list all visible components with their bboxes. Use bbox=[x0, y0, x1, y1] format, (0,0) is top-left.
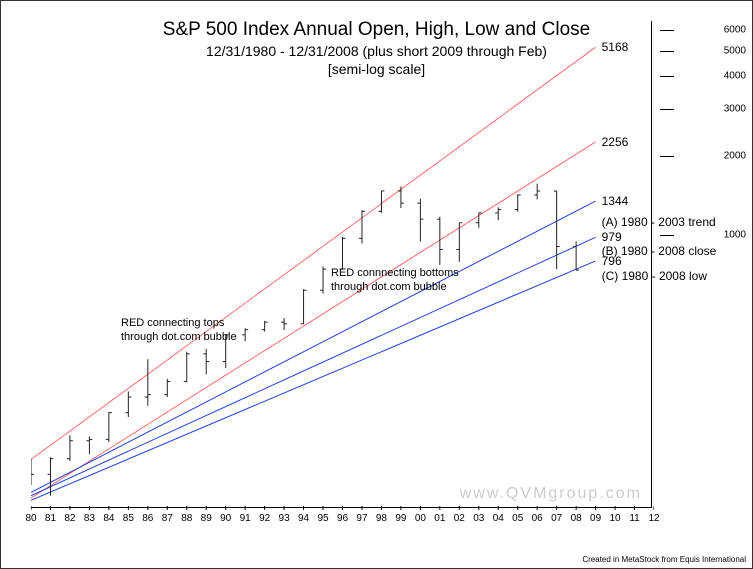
x-tick-label: 81 bbox=[45, 513, 56, 524]
plot-area bbox=[31, 21, 652, 508]
x-tick-label: 96 bbox=[337, 513, 348, 524]
credit-line: Created in MetaStock from Equis Internat… bbox=[582, 555, 746, 564]
x-tick-label: 04 bbox=[493, 513, 504, 524]
x-tick-label: 10 bbox=[610, 513, 621, 524]
x-tick-label: 01 bbox=[434, 513, 445, 524]
y-tick-mark bbox=[660, 235, 674, 236]
y-tick-mark bbox=[660, 76, 674, 77]
x-tick-label: 98 bbox=[376, 513, 387, 524]
annotation: RED connnecting bottomsthrough dot.com b… bbox=[331, 266, 459, 295]
x-tick-label: 09 bbox=[590, 513, 601, 524]
x-tick-label: 86 bbox=[142, 513, 153, 524]
x-tick-label: 93 bbox=[279, 513, 290, 524]
trend-end-label: 796 bbox=[602, 254, 622, 268]
x-tick-label: 92 bbox=[259, 513, 270, 524]
x-tick-label: 95 bbox=[317, 513, 328, 524]
x-tick-label: 99 bbox=[395, 513, 406, 524]
trend-end-label: 1344 bbox=[602, 194, 629, 208]
trend-end-label: (C) 1980 - 2008 low bbox=[602, 269, 707, 283]
x-tick-label: 83 bbox=[84, 513, 95, 524]
x-tick-label: 06 bbox=[532, 513, 543, 524]
x-tick-label: 05 bbox=[512, 513, 523, 524]
trend-end-label: 5168 bbox=[602, 40, 629, 54]
x-tick-label: 80 bbox=[25, 513, 36, 524]
x-tick-label: 02 bbox=[454, 513, 465, 524]
x-tick-label: 11 bbox=[629, 513, 639, 524]
y-tick-label: 2000 bbox=[724, 150, 746, 161]
x-tick-label: 90 bbox=[220, 513, 231, 524]
y-tick-mark bbox=[660, 156, 674, 157]
x-tick-label: 07 bbox=[551, 513, 562, 524]
x-tick-label: 94 bbox=[298, 513, 309, 524]
x-tick-label: 08 bbox=[571, 513, 582, 524]
trend-end-label: 2256 bbox=[602, 135, 629, 149]
x-tick-label: 00 bbox=[415, 513, 426, 524]
y-tick-label: 5000 bbox=[724, 45, 746, 56]
x-tick-label: 97 bbox=[356, 513, 367, 524]
y-tick-label: 1000 bbox=[724, 229, 746, 240]
x-tick-label: 12 bbox=[648, 513, 659, 524]
x-tick-label: 91 bbox=[240, 513, 251, 524]
x-tick-label: 03 bbox=[473, 513, 484, 524]
y-tick-mark bbox=[660, 109, 674, 110]
x-tick-label: 89 bbox=[201, 513, 212, 524]
x-tick-label: 82 bbox=[64, 513, 75, 524]
trend-end-label: 979 bbox=[602, 230, 622, 244]
x-tick-label: 84 bbox=[103, 513, 114, 524]
x-tick-label: 85 bbox=[123, 513, 134, 524]
chart-frame: S&P 500 Index Annual Open, High, Low and… bbox=[0, 0, 753, 569]
trend-end-label: (A) 1980 - 2003 trend bbox=[602, 215, 716, 229]
y-tick-label: 6000 bbox=[724, 25, 746, 36]
x-tick-label: 88 bbox=[181, 513, 192, 524]
x-tick-label: 87 bbox=[162, 513, 173, 524]
y-tick-label: 4000 bbox=[724, 71, 746, 82]
y-tick-mark bbox=[660, 51, 674, 52]
watermark: www.QVMgroup.com bbox=[460, 485, 642, 503]
annotation: RED connecting topsthrough dot.com bubbl… bbox=[121, 316, 237, 345]
y-tick-mark bbox=[660, 30, 674, 31]
y-tick-label: 3000 bbox=[724, 104, 746, 115]
